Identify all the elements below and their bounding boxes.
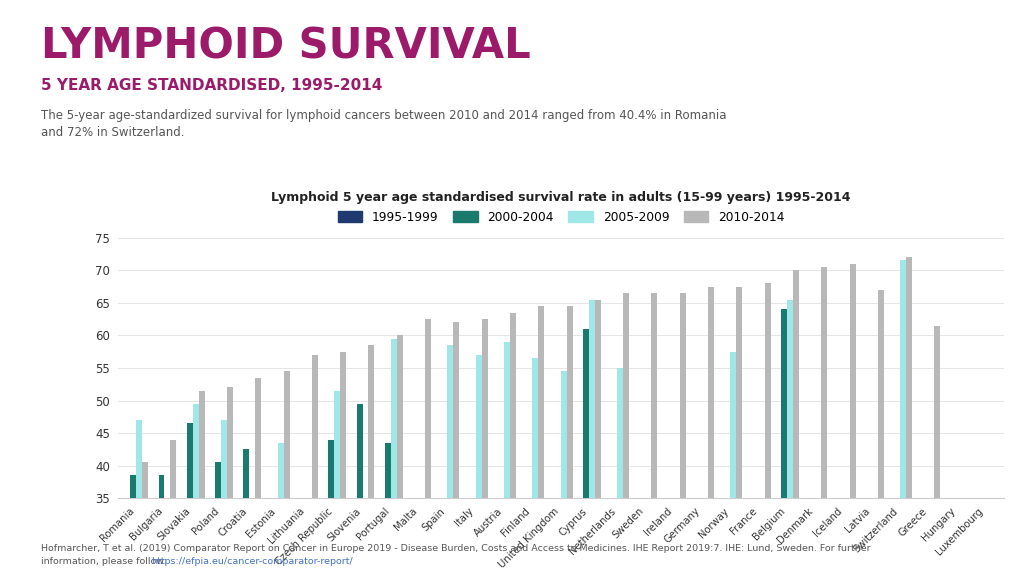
Bar — [730, 352, 736, 576]
Text: 5 YEAR AGE STANDARDISED, 1995-2014: 5 YEAR AGE STANDARDISED, 1995-2014 — [41, 78, 382, 93]
Bar — [142, 463, 148, 576]
Bar — [850, 264, 855, 576]
Bar — [793, 270, 799, 576]
Bar — [504, 342, 510, 576]
Text: information, please follow:: information, please follow: — [41, 557, 173, 566]
Bar — [595, 300, 601, 576]
Bar — [651, 293, 657, 576]
Bar — [221, 420, 227, 576]
Bar — [561, 371, 566, 576]
Bar — [566, 306, 572, 576]
Text: Lymphoid 5 year age standardised survival rate in adults (15-99 years) 1995-2014: Lymphoid 5 year age standardised surviva… — [271, 191, 851, 204]
Bar — [765, 283, 771, 576]
Bar — [136, 420, 142, 576]
Bar — [215, 463, 221, 576]
Bar — [589, 300, 595, 576]
Bar — [396, 335, 402, 576]
Bar — [329, 439, 334, 576]
Bar — [385, 443, 391, 576]
Bar — [532, 358, 539, 576]
Bar — [447, 345, 454, 576]
Bar — [680, 293, 686, 576]
Bar — [425, 319, 431, 576]
Bar — [736, 286, 742, 576]
Bar — [199, 391, 205, 576]
Text: The 5-year age-standardized survival for lymphoid cancers between 2010 and 2014 : The 5-year age-standardized survival for… — [41, 109, 726, 139]
Bar — [186, 423, 193, 576]
Bar — [369, 345, 375, 576]
Bar — [244, 449, 250, 576]
Bar — [159, 475, 165, 576]
Bar — [624, 293, 629, 576]
Bar — [391, 339, 396, 576]
Bar — [510, 313, 516, 576]
Bar — [878, 290, 884, 576]
Bar — [278, 443, 284, 576]
Bar — [787, 300, 793, 576]
Bar — [935, 325, 940, 576]
Bar — [454, 323, 460, 576]
Bar — [356, 404, 362, 576]
Text: LYMPHOID SURVIVAL: LYMPHOID SURVIVAL — [41, 26, 530, 68]
Bar — [906, 257, 912, 576]
Bar — [539, 306, 544, 576]
Bar — [781, 309, 787, 576]
Bar — [170, 439, 176, 576]
Text: https://efpia.eu/cancer-comparator-report/: https://efpia.eu/cancer-comparator-repor… — [152, 557, 353, 566]
Bar — [821, 267, 827, 576]
Bar — [708, 286, 714, 576]
Bar — [130, 475, 136, 576]
Bar — [583, 329, 589, 576]
Bar — [312, 355, 317, 576]
Bar — [617, 368, 624, 576]
Bar — [340, 352, 346, 576]
Bar — [900, 260, 906, 576]
Bar — [255, 378, 261, 576]
Bar — [481, 319, 487, 576]
Bar — [284, 371, 290, 576]
Bar — [334, 391, 340, 576]
Legend: 1995-1999, 2000-2004, 2005-2009, 2010-2014: 1995-1999, 2000-2004, 2005-2009, 2010-20… — [338, 211, 784, 223]
Text: Hofmarcher, T et al. (2019) Comparator Report on Cancer in Europe 2019 - Disease: Hofmarcher, T et al. (2019) Comparator R… — [41, 544, 870, 554]
Bar — [193, 404, 199, 576]
Bar — [227, 388, 232, 576]
Bar — [476, 355, 481, 576]
